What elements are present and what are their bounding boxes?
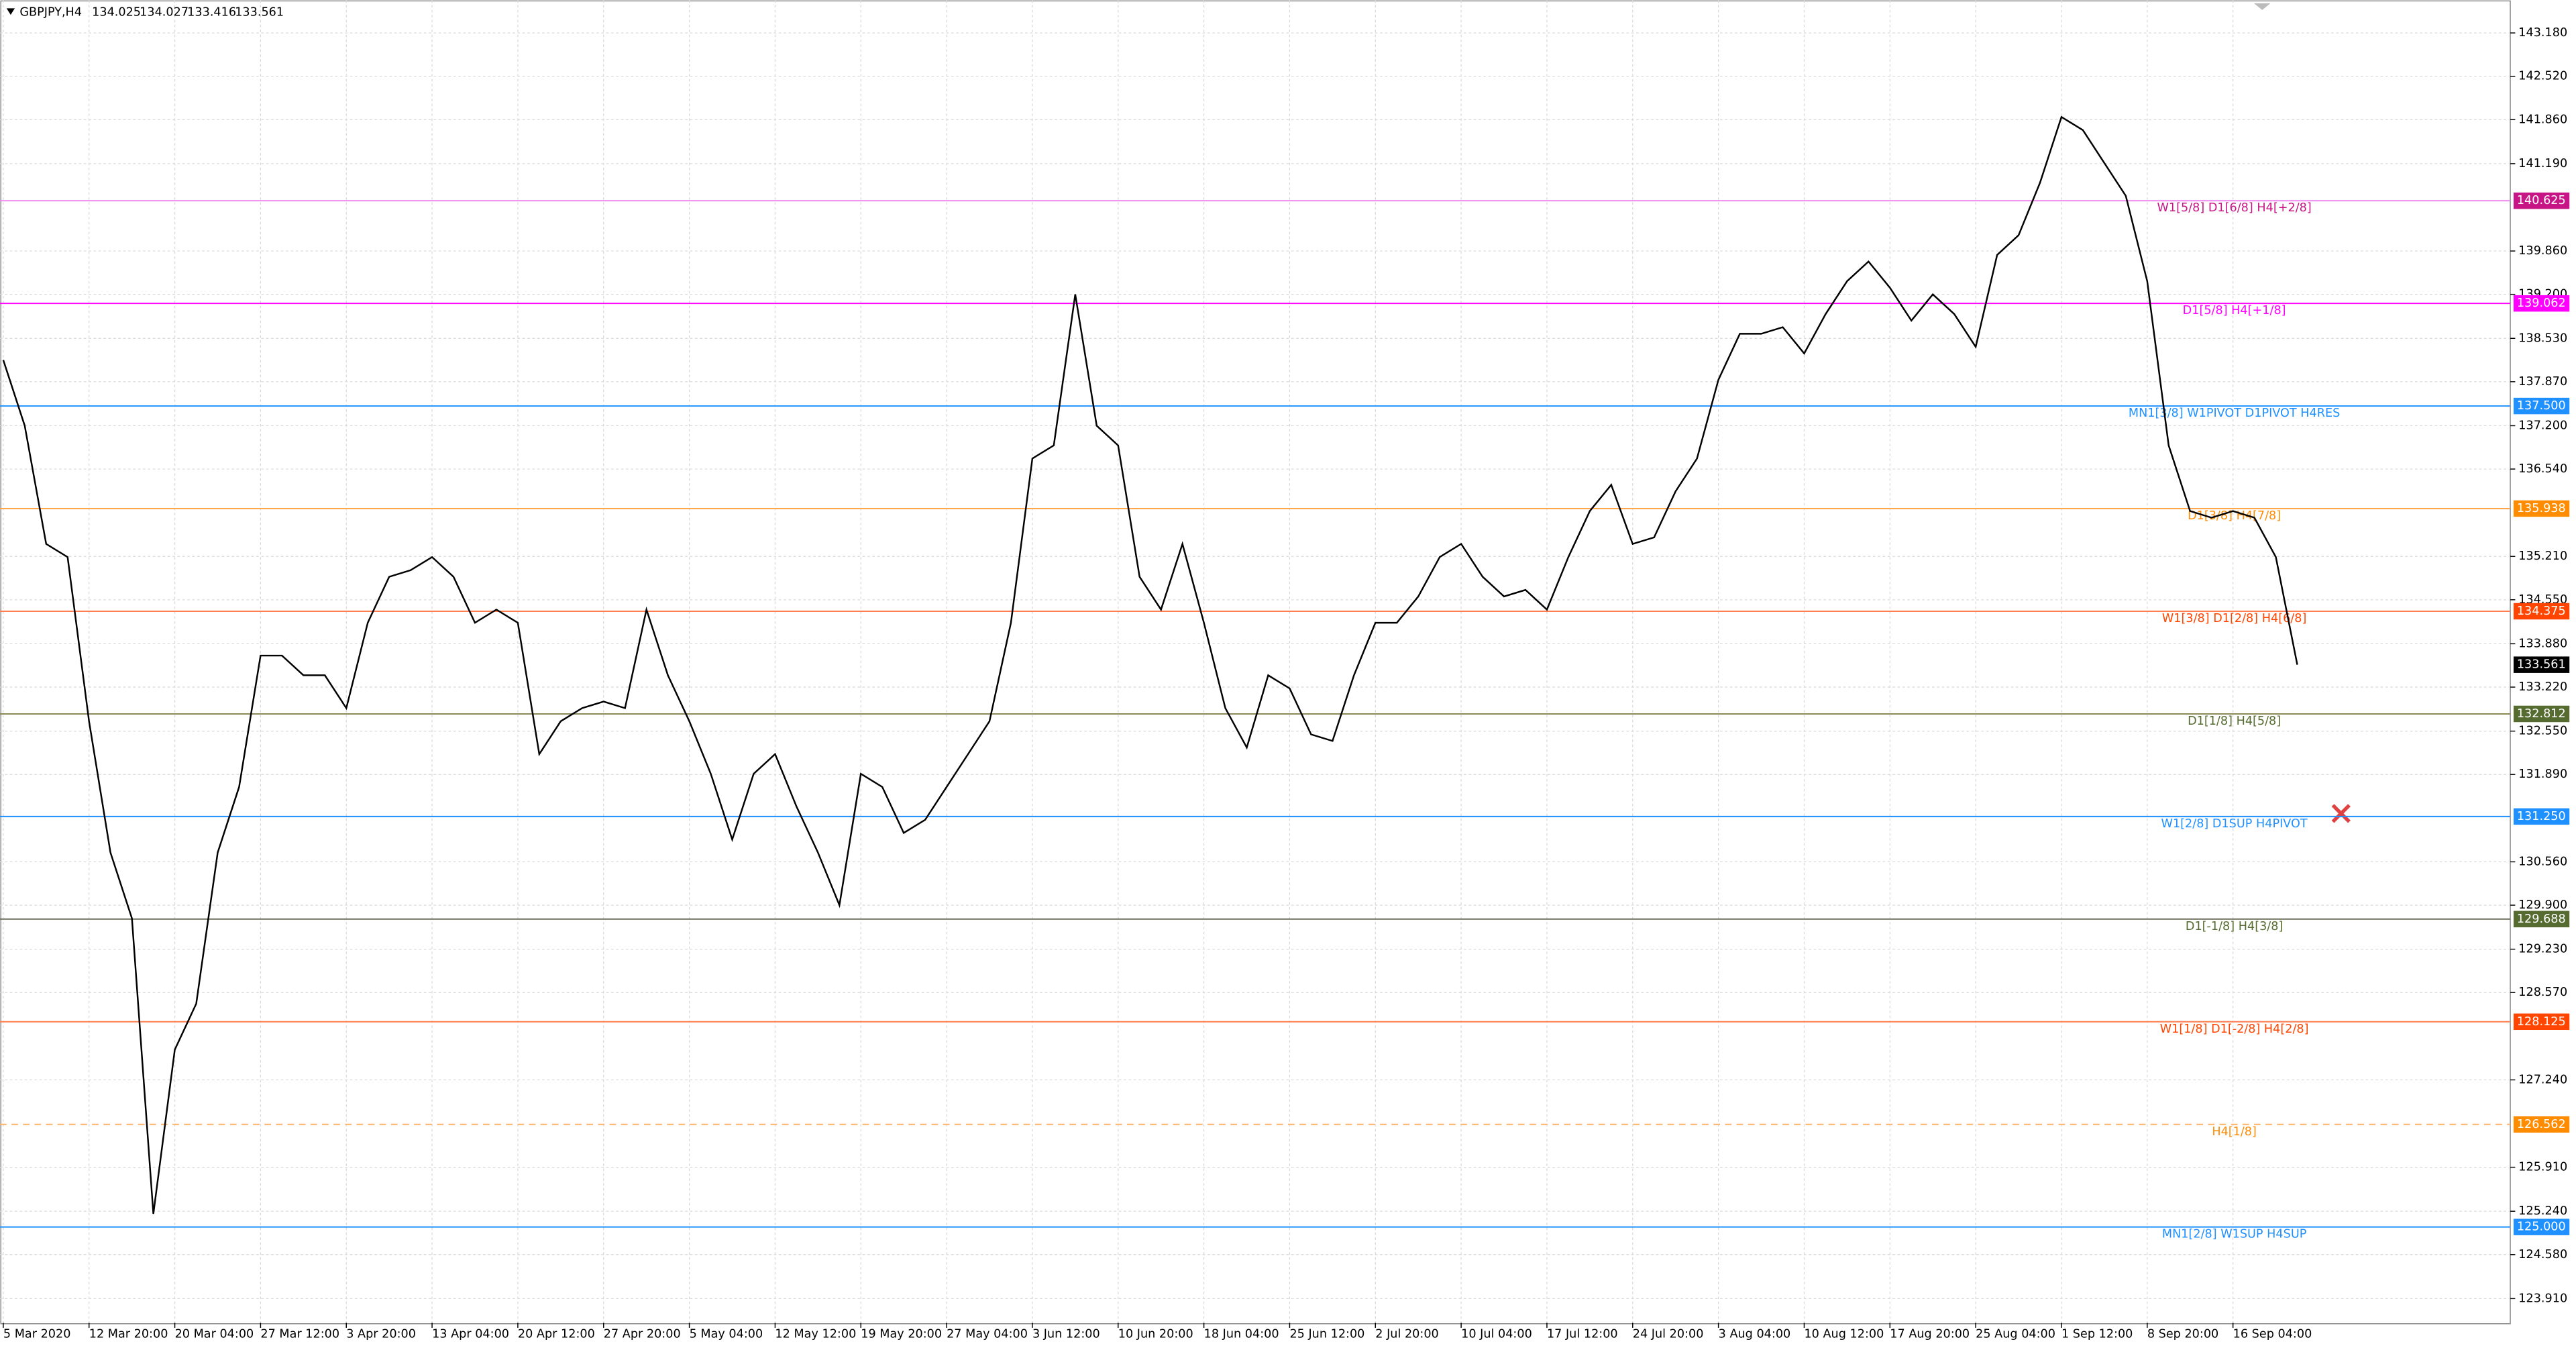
level-price-box [2513,295,2570,312]
price-line [2,115,2298,1214]
y-tick-label: 128.570 [2518,986,2567,999]
y-tick-label: 142.520 [2518,70,2567,83]
x-tick-label: 3 Apr 20:00 [346,1328,416,1341]
x-tick-label: 12 May 12:00 [775,1328,856,1341]
x-tick-label: 25 Aug 04:00 [1976,1328,2055,1341]
level-label: W1[3/8] D1[2/8] H4[6/8] [2162,612,2306,625]
level-price: 131.250 [2517,810,2566,823]
y-tick-label: 124.580 [2518,1248,2567,1261]
x-tick-label: 13 Apr 04:00 [432,1328,509,1341]
level-label: MN1[2/8] W1SUP H4SUP [2162,1228,2307,1241]
x-tick-label: 10 Aug 12:00 [1804,1328,1884,1341]
level-price-box [2513,397,2570,415]
x-tick-label: 3 Jun 12:00 [1032,1328,1100,1341]
y-tick-label: 137.200 [2518,419,2567,432]
y-tick-label: 143.180 [2518,26,2567,40]
level-label: MN1[3/8] W1PIVOT D1PIVOT H4RES [2129,407,2340,420]
menu-arrow[interactable] [6,8,15,15]
y-tick-label: 125.240 [2518,1204,2567,1218]
level-label: D1[1/8] H4[5/8] [2188,715,2281,728]
y-tick-label: 131.890 [2518,768,2567,781]
header-value: 134.025 [92,6,141,19]
y-tick-label: 135.210 [2518,550,2567,563]
y-tick-label: 125.910 [2518,1161,2567,1174]
y-tick-label: 130.560 [2518,855,2567,868]
x-tick-label: 20 Apr 12:00 [518,1328,595,1341]
level-price-box [2513,603,2570,620]
level-price: 135.938 [2517,502,2566,515]
level-label: W1[2/8] D1SUP H4PIVOT [2161,817,2308,831]
level-price: 137.500 [2517,399,2566,413]
y-tick-label: 132.550 [2518,725,2567,738]
x-tick-label: 3 Aug 04:00 [1719,1328,1791,1341]
x-tick-label: 17 Aug 20:00 [1890,1328,1970,1341]
level-label: D1[3/8] H4[7/8] [2188,509,2281,523]
level-price-box [2513,500,2570,517]
level-price: 132.812 [2517,707,2566,721]
level-price-box [2513,705,2570,723]
level-price: 134.375 [2517,605,2566,618]
y-tick-label: 141.860 [2518,113,2567,126]
x-tick-label: 27 May 04:00 [947,1328,1028,1341]
x-tick-label: 1 Sep 12:00 [2061,1328,2133,1341]
level-price-box [2513,1013,2570,1031]
x-tick-label: 18 Jun 04:00 [1204,1328,1279,1341]
close-icon[interactable] [2331,804,2351,823]
shift-marker [2254,3,2271,10]
x-tick-label: 2 Jul 20:00 [1375,1328,1438,1341]
level-price: 139.062 [2517,297,2566,310]
y-tick-label: 133.880 [2518,637,2567,650]
x-tick-label: 27 Mar 12:00 [260,1328,339,1341]
level-price: 140.625 [2517,194,2566,207]
x-tick-label: 25 Jun 12:00 [1289,1328,1364,1341]
y-tick-label: 127.240 [2518,1073,2567,1086]
last-price-box [2513,656,2570,673]
y-tick-label: 137.870 [2518,375,2567,389]
level-price-box [2513,192,2570,209]
level-price-box [2513,1116,2570,1133]
chart-title: GBPJPY,H4 [19,6,82,19]
level-price-box [2513,808,2570,825]
level-price: 126.562 [2517,1118,2566,1131]
y-tick-label: 139.860 [2518,244,2567,258]
x-tick-label: 16 Sep 04:00 [2233,1328,2312,1341]
level-label: W1[5/8] D1[6/8] H4[+2/8] [2157,201,2312,215]
x-tick-label: 27 Apr 20:00 [604,1328,681,1341]
header-value: 133.561 [235,6,284,19]
level-label: H4[1/8] [2212,1125,2257,1139]
level-label: D1[-1/8] H4[3/8] [2186,920,2283,933]
level-price-box [2513,911,2570,928]
y-tick-label: 141.190 [2518,157,2567,170]
x-tick-label: 8 Sep 20:00 [2147,1328,2218,1341]
header-value: 134.027 [140,6,189,19]
x-tick-label: 5 Mar 2020 [3,1328,71,1341]
x-tick-label: 24 Jul 20:00 [1633,1328,1704,1341]
y-tick-label: 123.910 [2518,1292,2567,1305]
y-tick-label: 133.220 [2518,680,2567,694]
grid [0,0,2511,1323]
level-price: 128.125 [2517,1015,2566,1029]
level-price: 129.688 [2517,913,2566,926]
x-tick-label: 12 Mar 20:00 [89,1328,168,1341]
x-tick-label: 20 Mar 04:00 [175,1328,254,1341]
y-tick-label: 138.530 [2518,331,2567,345]
x-tick-label: 10 Jul 04:00 [1461,1328,1532,1341]
y-tick-label: 136.540 [2518,462,2567,476]
x-tick-label: 19 May 20:00 [861,1328,942,1341]
y-tick-label: 129.900 [2518,898,2567,912]
header-value: 133.416 [187,6,236,19]
y-tick-label: 129.230 [2518,943,2567,956]
level-label: D1[5/8] H4[+1/8] [2183,304,2286,317]
level-price-box [2513,1219,2570,1235]
level-label: W1[1/8] D1[-2/8] H4[2/8] [2160,1023,2309,1036]
level-price: 125.000 [2517,1221,2566,1234]
plot-frame [0,0,2511,1325]
x-tick-label: 17 Jul 12:00 [1547,1328,1618,1341]
last-price: 133.561 [2517,658,2566,672]
x-tick-label: 10 Jun 20:00 [1118,1328,1193,1341]
x-tick-label: 5 May 04:00 [690,1328,763,1341]
